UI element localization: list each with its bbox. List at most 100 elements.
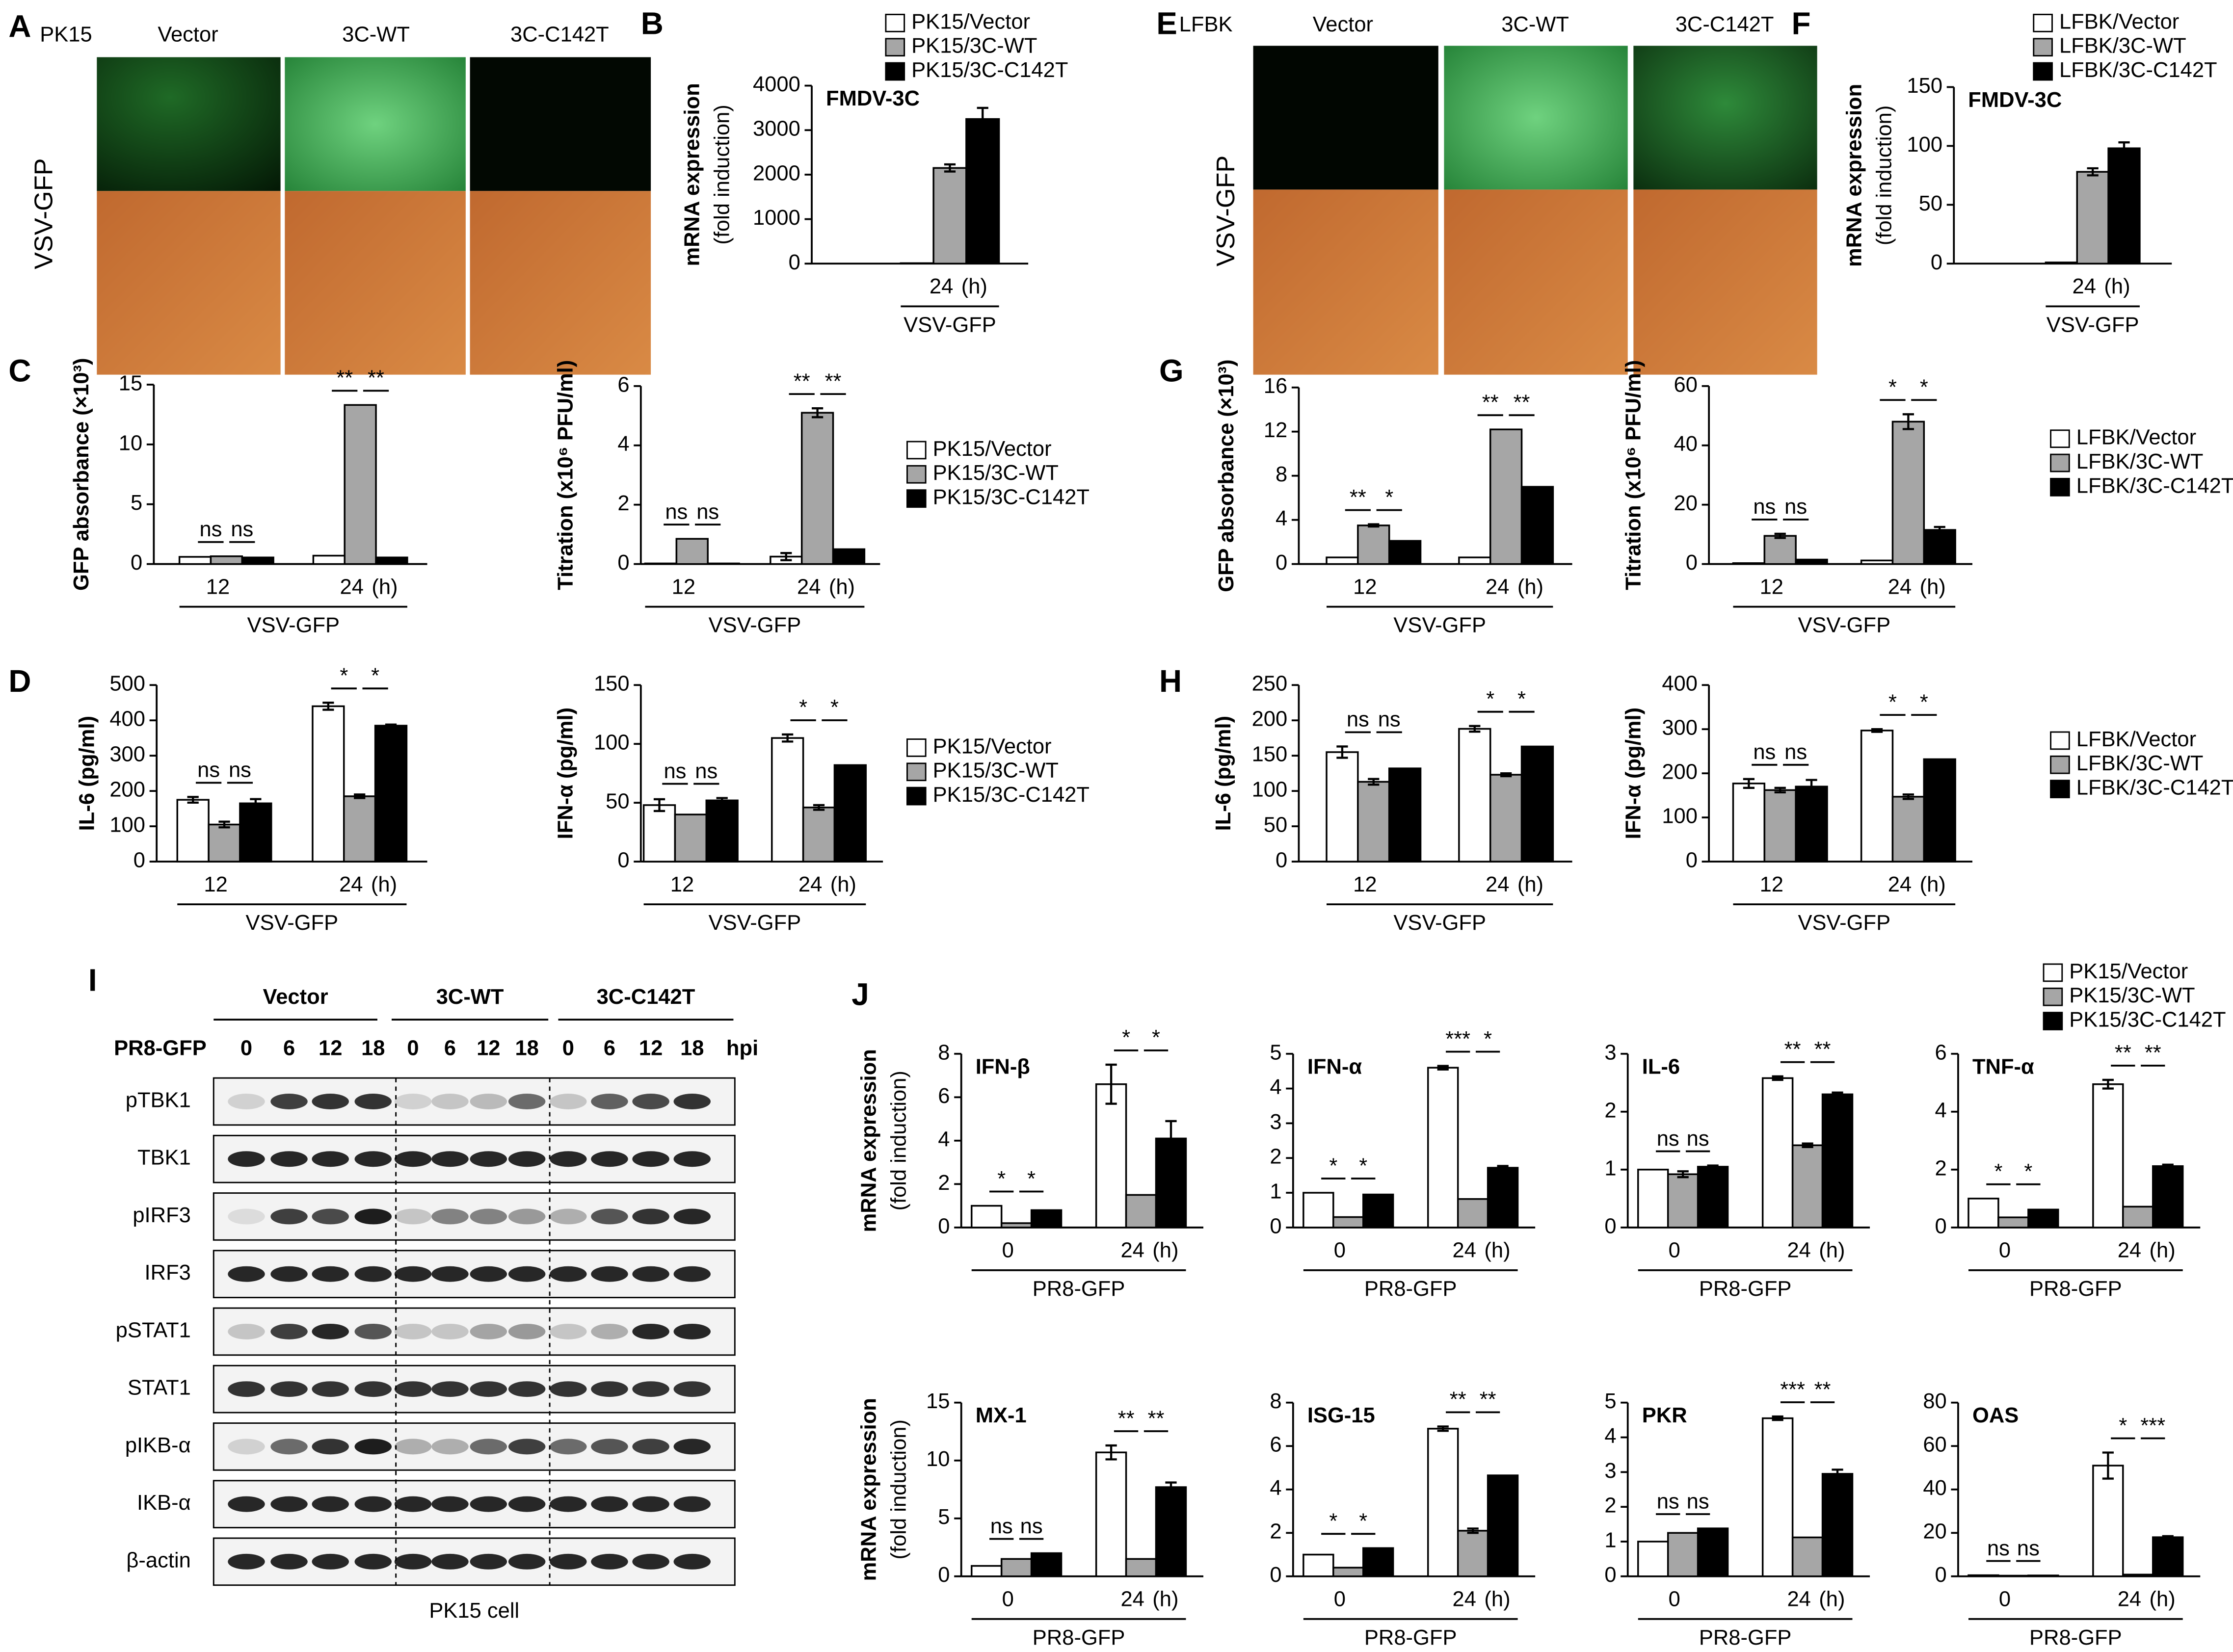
bar <box>1637 1169 1669 1229</box>
significance-label: ns <box>1753 495 1776 519</box>
error-bar <box>812 407 824 419</box>
blot-band <box>508 1208 546 1225</box>
bar <box>2045 262 2078 265</box>
y-tick-label: 0 <box>1935 1563 1947 1587</box>
bar <box>1303 1192 1334 1229</box>
gfp-image <box>97 57 281 191</box>
x-unit: (h) <box>1517 873 1543 896</box>
y-tick-label: 50 <box>1264 813 1287 837</box>
y-tick-label: 0 <box>617 849 629 872</box>
significance-label: ns <box>990 1515 1013 1538</box>
blot-row-label: β-actin <box>126 1548 190 1572</box>
bar <box>2122 1206 2154 1229</box>
bar <box>1761 1077 1794 1229</box>
significance-label: * <box>1329 1154 1337 1178</box>
x-tick-label: 24 <box>340 575 364 599</box>
significance-label: ns <box>1657 1490 1679 1513</box>
blot-band <box>591 1208 628 1225</box>
significance-label: ns <box>1687 1127 1709 1151</box>
y-tick-label: 300 <box>109 743 145 766</box>
blot-band <box>228 1266 265 1282</box>
legend-swatch <box>2050 731 2070 750</box>
y-axis-label: mRNA expression <box>857 1398 880 1581</box>
error-bar <box>1467 1527 1479 1534</box>
y-tick-label: 60 <box>1923 1433 1946 1457</box>
blot-band <box>431 1323 469 1339</box>
bar <box>208 823 241 863</box>
chart-title: MX-1 <box>976 1404 1027 1427</box>
bar <box>343 795 376 863</box>
blot-timepoint: 0 <box>562 1037 574 1060</box>
bar <box>1489 428 1523 565</box>
x-tick-label: 24 <box>1888 575 1912 599</box>
row-label: VSV-GFP <box>30 158 58 269</box>
y-tick-label: 60 <box>1674 373 1698 396</box>
y-tick-label: 2 <box>617 492 629 515</box>
blot-band <box>312 1266 349 1282</box>
y-tick-label: 0 <box>1686 849 1698 872</box>
significance-label: * <box>2119 1414 2127 1438</box>
legend-swatch <box>2033 38 2053 57</box>
significance-label: ** <box>2145 1041 2161 1065</box>
significance-label: ** <box>1480 1388 1496 1412</box>
blot-band <box>312 1094 349 1109</box>
y-tick-label: 400 <box>109 708 145 731</box>
error-bar <box>2162 1535 2174 1540</box>
blot-band <box>431 1496 469 1512</box>
legend-swatch <box>906 787 927 806</box>
error-bar <box>1437 1425 1449 1432</box>
blot-band <box>431 1094 469 1109</box>
bar <box>241 556 274 565</box>
microscopy-a: PK15 Vector 3C-WT 3C-C142T VSV-GFP <box>30 23 651 375</box>
blot-band <box>270 1553 308 1570</box>
error-bar <box>1772 1075 1783 1081</box>
y-tick-label: 0 <box>1270 1563 1281 1587</box>
column-label: Vector <box>1313 13 1373 36</box>
x-group-label: VSV-GFP <box>709 614 801 637</box>
bar <box>1427 1428 1459 1577</box>
brightfield-image <box>470 191 651 375</box>
significance-label: ns <box>229 759 251 782</box>
blot-timepoint: 18 <box>680 1037 704 1060</box>
bar <box>1520 486 1554 565</box>
y-tick-label: 50 <box>606 790 629 813</box>
bar <box>1487 1167 1519 1229</box>
blot-band <box>431 1208 469 1225</box>
legend-label: PK15/Vector <box>911 10 1030 33</box>
significance-label: ** <box>1814 1038 1831 1061</box>
significance-label: ns <box>1020 1515 1043 1538</box>
bar <box>1458 728 1491 863</box>
y-tick-label: 4 <box>617 432 629 456</box>
y-tick-label: 8 <box>1270 1390 1281 1413</box>
column-label: 3C-WT <box>342 23 410 47</box>
blot-band <box>270 1094 308 1109</box>
blot-band <box>591 1094 628 1109</box>
error-bar <box>2102 1078 2114 1090</box>
bar <box>1997 1216 2029 1229</box>
bar <box>674 813 708 863</box>
y-tick-label: 8 <box>938 1041 950 1064</box>
legend-swatch <box>2050 755 2070 774</box>
x-tick-label: 0 <box>1002 1588 1014 1611</box>
error-bar <box>780 552 792 561</box>
gfp-image <box>470 57 651 191</box>
blot-band <box>228 1496 265 1512</box>
y-tick-label: 40 <box>1674 432 1698 456</box>
blot-band <box>508 1381 546 1397</box>
bar <box>374 725 408 863</box>
significance-label: * <box>1486 687 1494 711</box>
blot-band <box>673 1208 711 1225</box>
blot-band <box>508 1323 546 1339</box>
significance-label: ** <box>1450 1388 1466 1412</box>
bar <box>1326 751 1359 863</box>
significance-label: * <box>371 664 379 687</box>
y-tick-label: 0 <box>938 1214 950 1238</box>
bar <box>1155 1486 1187 1577</box>
significance-label: ** <box>825 369 842 393</box>
x-group-label: VSV-GFP <box>247 614 340 637</box>
blot-row-label: STAT1 <box>128 1376 191 1400</box>
x-group-label: PR8-GFP <box>1699 1626 1792 1650</box>
column-label: Vector <box>158 23 218 47</box>
